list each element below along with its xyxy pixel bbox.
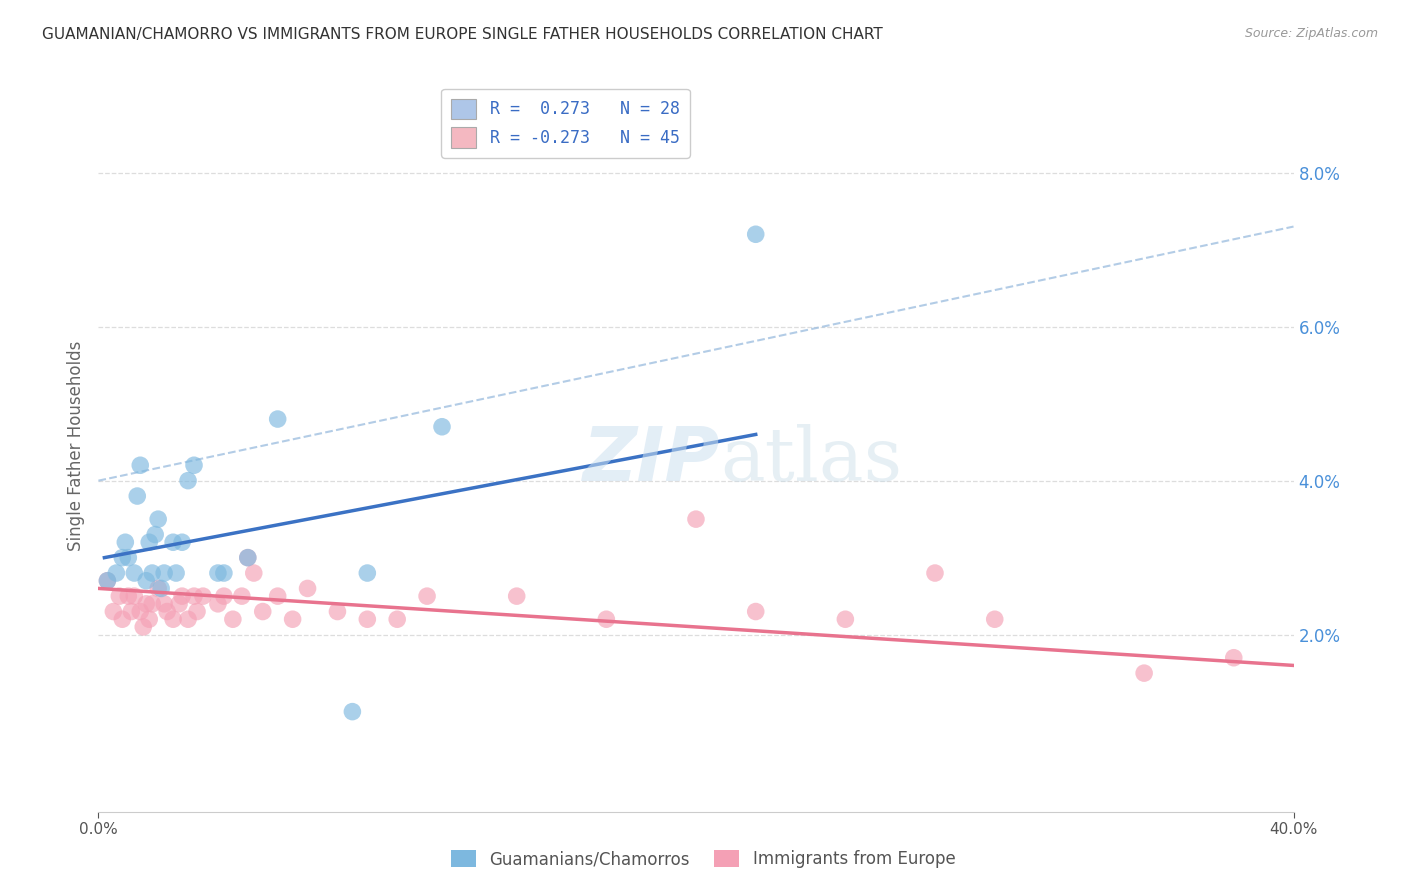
Point (236, 550, 259, 565)
Point (1223, 650, 1246, 665)
Point (416, 589, 439, 603)
Point (685, 512, 707, 526)
Point (207, 597, 229, 611)
Point (231, 589, 253, 603)
Point (148, 512, 170, 526)
Text: Source: ZipAtlas.com: Source: ZipAtlas.com (1244, 27, 1378, 40)
Point (167, 597, 190, 611)
Point (135, 574, 157, 588)
Point (141, 597, 163, 611)
Point (834, 612, 856, 626)
Point (162, 535, 184, 549)
Text: ZIP: ZIP (582, 424, 720, 497)
Point (207, 566, 229, 580)
Point (924, 566, 946, 580)
Point (267, 412, 290, 426)
Point (212, 589, 235, 603)
Point (105, 566, 128, 580)
Point (595, 612, 617, 626)
Point (172, 535, 194, 549)
Point (141, 566, 163, 580)
Point (96, 574, 118, 588)
Legend: R =  0.273   N = 28, R = -0.273   N = 45: R = 0.273 N = 28, R = -0.273 N = 45 (441, 88, 690, 158)
Point (108, 589, 131, 603)
Point (745, 227, 768, 242)
Point (117, 550, 139, 565)
Point (183, 589, 205, 603)
Point (984, 612, 1007, 626)
Point (506, 589, 529, 603)
Point (745, 605, 768, 619)
Point (143, 527, 166, 541)
Point (150, 582, 173, 596)
Y-axis label: Single Father Households: Single Father Households (66, 341, 84, 551)
Point (222, 612, 245, 626)
Point (127, 489, 149, 503)
Legend: Guamanians/Chamorros, Immigrants from Europe: Guamanians/Chamorros, Immigrants from Eu… (444, 843, 962, 875)
Point (356, 566, 378, 580)
Point (177, 612, 200, 626)
Point (120, 605, 142, 619)
Point (172, 589, 194, 603)
Point (162, 612, 184, 626)
Point (132, 620, 155, 634)
Point (281, 612, 304, 626)
Point (103, 605, 125, 619)
Point (186, 605, 208, 619)
Point (96, 574, 118, 588)
Point (326, 605, 349, 619)
Point (124, 566, 146, 580)
Point (430, 419, 453, 434)
Point (148, 582, 170, 596)
Point (212, 566, 235, 580)
Point (356, 612, 378, 626)
Point (111, 550, 134, 565)
Point (153, 597, 176, 611)
Point (117, 589, 139, 603)
Point (1133, 666, 1156, 681)
Point (236, 550, 259, 565)
Point (156, 605, 179, 619)
Point (129, 458, 152, 473)
Point (124, 589, 146, 603)
Text: atlas: atlas (720, 424, 903, 497)
Point (153, 566, 176, 580)
Point (129, 605, 152, 619)
Point (138, 612, 160, 626)
Point (191, 589, 214, 603)
Point (342, 705, 364, 719)
Point (138, 535, 160, 549)
Point (177, 474, 200, 488)
Point (135, 597, 157, 611)
Point (111, 612, 134, 626)
Point (183, 458, 205, 473)
Text: GUAMANIAN/CHAMORRO VS IMMIGRANTS FROM EUROPE SINGLE FATHER HOUSEHOLDS CORRELATIO: GUAMANIAN/CHAMORRO VS IMMIGRANTS FROM EU… (42, 27, 883, 42)
Point (297, 582, 319, 596)
Point (252, 605, 274, 619)
Point (243, 566, 266, 580)
Point (165, 566, 187, 580)
Point (385, 612, 409, 626)
Point (267, 589, 290, 603)
Point (114, 535, 136, 549)
